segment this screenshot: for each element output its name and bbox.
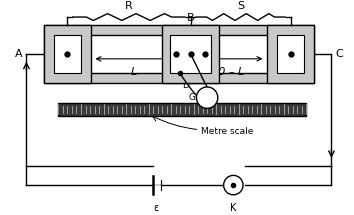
Circle shape: [196, 87, 218, 108]
Text: D: D: [182, 81, 189, 90]
Text: A: A: [15, 49, 23, 59]
Circle shape: [224, 175, 243, 195]
Bar: [170, 35, 211, 73]
Bar: [44, 25, 91, 83]
Text: S: S: [237, 1, 244, 11]
Bar: [58, 103, 306, 116]
Text: K: K: [230, 203, 236, 213]
Text: C: C: [335, 49, 343, 59]
Bar: [56, 35, 302, 73]
Bar: [267, 25, 314, 83]
Bar: [53, 35, 81, 73]
Text: ε: ε: [153, 203, 158, 213]
Text: R: R: [125, 1, 133, 11]
Text: 100 – L: 100 – L: [204, 67, 244, 77]
Bar: [277, 35, 304, 73]
Text: G: G: [188, 93, 195, 102]
Text: Metre scale: Metre scale: [201, 127, 254, 136]
Bar: [162, 25, 219, 83]
Text: B: B: [187, 13, 194, 23]
Text: L: L: [131, 67, 137, 77]
Bar: [44, 25, 314, 83]
